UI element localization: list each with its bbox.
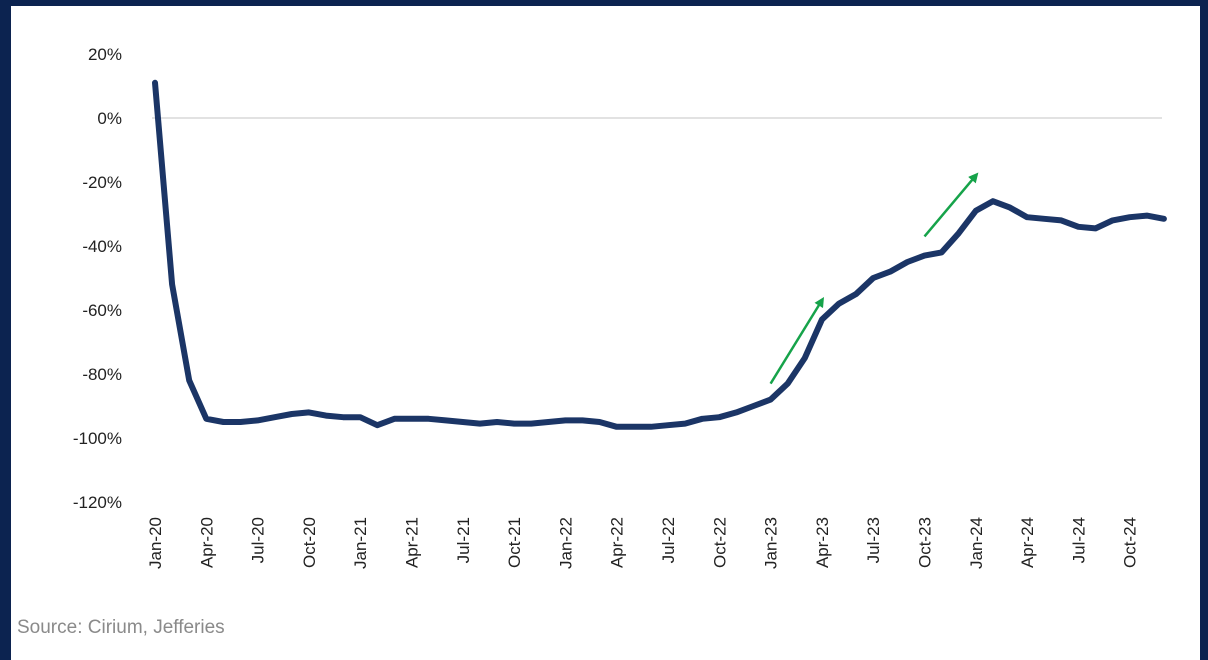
x-tick-label: Apr-23 — [813, 517, 832, 568]
x-tick-label: Jan-24 — [967, 517, 986, 569]
series-layer — [152, 79, 1167, 430]
x-tick-label: Apr-24 — [1018, 517, 1037, 568]
x-tick-label: Jan-23 — [762, 517, 781, 569]
x-tick-label: Oct-24 — [1121, 517, 1140, 568]
trend-arrow — [769, 296, 824, 385]
y-tick-label: -20% — [82, 173, 122, 192]
y-tick-label: -100% — [73, 429, 122, 448]
y-tick-label: -40% — [82, 237, 122, 256]
x-tick-label: Jan-21 — [351, 517, 370, 569]
x-tick-label: Jul-21 — [454, 517, 473, 563]
x-tick-label: Oct-23 — [916, 517, 935, 568]
x-tick-label: Oct-22 — [710, 517, 729, 568]
x-tick-label: Jul-20 — [249, 517, 268, 563]
x-tick-label: Oct-20 — [300, 517, 319, 568]
trend-arrow — [923, 172, 979, 238]
x-tick-label: Apr-20 — [197, 517, 216, 568]
y-tick-label: -60% — [82, 301, 122, 320]
y-tick-label: -80% — [82, 365, 122, 384]
series-line — [152, 79, 1167, 430]
x-tick-label: Jul-24 — [1069, 517, 1088, 563]
source-note: Source: Cirium, Jefferies — [17, 617, 225, 638]
chart-panel — [11, 6, 1200, 660]
y-axis: 20% 0% -20% -40% -60% -80% -100% -120% — [73, 45, 122, 512]
y-tick-label: 0% — [97, 109, 122, 128]
y-tick-label: -120% — [73, 493, 122, 512]
x-tick-label: Jul-23 — [864, 517, 883, 563]
y-tick-label: 20% — [88, 45, 122, 64]
x-tick-label: Oct-21 — [505, 517, 524, 568]
x-tick-label: Jan-22 — [556, 517, 575, 569]
x-tick-label: Jan-20 — [146, 517, 165, 569]
x-tick-label: Apr-21 — [403, 517, 422, 568]
x-axis: Jan-20 Apr-20 Jul-20 Oct-20 Jan-21 Apr-21 Jul-… — [146, 517, 1140, 569]
x-tick-label: Jul-22 — [659, 517, 678, 563]
x-tick-label: Apr-22 — [608, 517, 627, 568]
annotations — [769, 172, 979, 385]
